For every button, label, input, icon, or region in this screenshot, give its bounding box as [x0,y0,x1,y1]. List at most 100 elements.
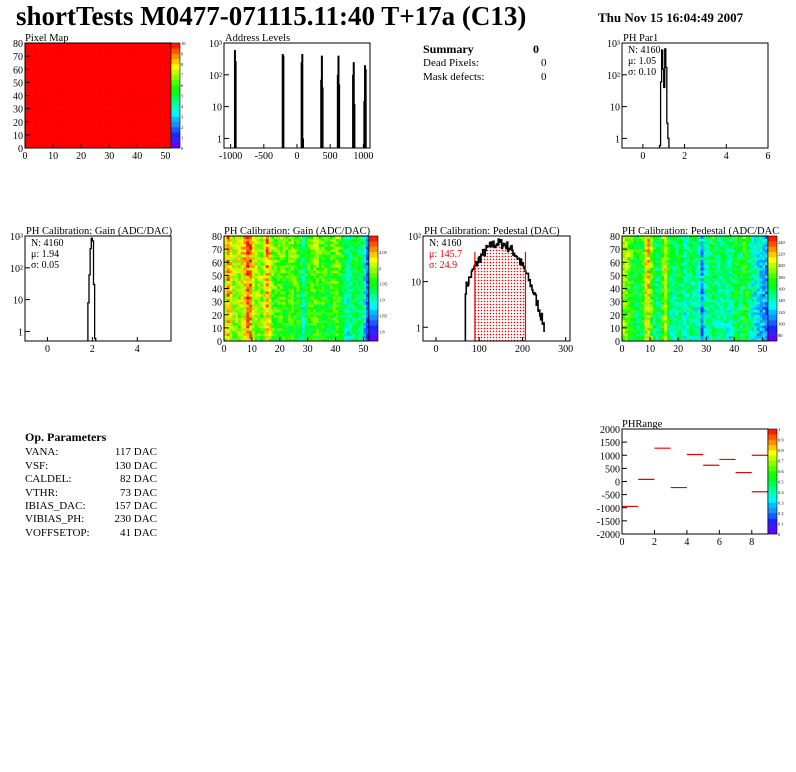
heatmap-cell [338,291,342,295]
heatmap-cell [260,296,264,300]
heatmap-cell [126,66,130,70]
heatmap-cell [112,142,116,146]
heatmap-cell [296,296,300,300]
heatmap-cell [360,259,364,263]
heatmap-cell [327,251,331,255]
heatmap-cell [302,246,306,250]
palette-cell [171,74,180,81]
heatmap-cell [341,291,345,295]
heatmap-cell [624,264,628,268]
heatmap-cell [316,309,320,313]
heatmap-cell [627,238,631,242]
heatmap-cell [81,103,85,107]
heatmap-cell [332,270,336,274]
heatmap-cell [145,116,149,120]
heatmap-cell [271,267,275,271]
heatmap-cell [106,119,110,123]
heatmap-cell [627,320,631,323]
heatmap-cell [92,43,96,46]
heatmap-cell [240,283,244,287]
heatmap-cell [352,254,356,258]
heatmap-cell [630,257,634,260]
heatmap-cell [360,257,364,260]
heatmap-cell [332,333,336,337]
heatmap-cell [240,257,244,260]
heatmap-cell [58,87,62,91]
heatmap-cell [641,280,645,284]
heatmap-cell [313,246,317,250]
heatmap-cell [114,116,118,120]
heatmap-cell [25,43,29,46]
heatmap-cell [254,314,258,318]
heatmap-cell [246,285,250,289]
op-parameter-row: CALDEL: 82 DAC [25,473,165,486]
heatmap-cell [100,66,104,70]
heatmap-cell [276,257,281,260]
heatmap-cell [655,296,659,300]
heatmap-cell [282,327,286,331]
heatmap-cell [313,280,317,284]
heatmap-cell [114,79,118,83]
heatmap-cell [641,325,645,329]
heatmap-cell [89,113,93,117]
heatmap-cell [321,312,325,316]
heatmap-cell [624,259,628,263]
heatmap-cell [644,338,648,342]
heatmap-cell [246,259,250,263]
heatmap-cell [360,236,364,239]
heatmap-cell [137,87,141,91]
heatmap-cell [145,142,149,146]
heatmap-cell [126,100,130,104]
heatmap-cell [249,238,253,242]
heatmap-cell [622,330,626,334]
heatmap-cell [117,85,121,88]
heatmap-cell [145,127,149,130]
heatmap-cell [257,262,261,266]
heatmap-cell [39,71,43,75]
heatmap-cell [285,246,289,250]
heatmap-cell [260,330,264,334]
heatmap-cell [338,236,342,239]
heatmap-cell [293,283,297,287]
heatmap-cell [265,293,269,297]
heatmap-cell [95,113,99,117]
heatmap-cell [652,262,656,266]
heatmap-cell [67,106,71,109]
heatmap-cell [652,283,656,287]
heatmap-cell [352,243,356,247]
palette-cell [171,116,180,123]
heatmap-cell [638,312,642,316]
heatmap-cell [92,74,96,78]
heatmap-cell [633,327,637,331]
heatmap-cell [109,111,113,115]
heatmap-cell [282,293,286,297]
heatmap-cell [279,333,283,337]
heatmap-cell [316,267,320,271]
heatmap-cell [644,259,648,263]
heatmap-cell [106,53,110,57]
heatmap-cell [226,304,230,308]
heatmap-cell [229,296,233,300]
heatmap-cell [638,272,642,276]
heatmap-cell [39,77,43,81]
heatmap-cell [636,338,640,342]
heatmap-cell [652,322,656,326]
heatmap-cell [30,95,34,99]
heatmap-cell [357,291,361,295]
heatmap-cell [357,325,361,329]
heatmap-cell [30,45,34,49]
heatmap-cell [296,325,300,329]
heatmap-cell [313,322,317,326]
heatmap-cell [271,335,275,339]
heatmap-cell [357,278,361,281]
heatmap-cell [156,119,161,123]
heatmap-cell [89,137,93,141]
heatmap-cell [140,50,144,54]
y-tick-label: 50 [212,271,222,282]
heatmap-cell [109,77,113,81]
heatmap-cell [352,301,356,305]
heatmap-cell [112,145,116,149]
heatmap-cell [636,333,640,337]
heatmap-cell [142,95,147,99]
heatmap-cell [360,238,364,242]
